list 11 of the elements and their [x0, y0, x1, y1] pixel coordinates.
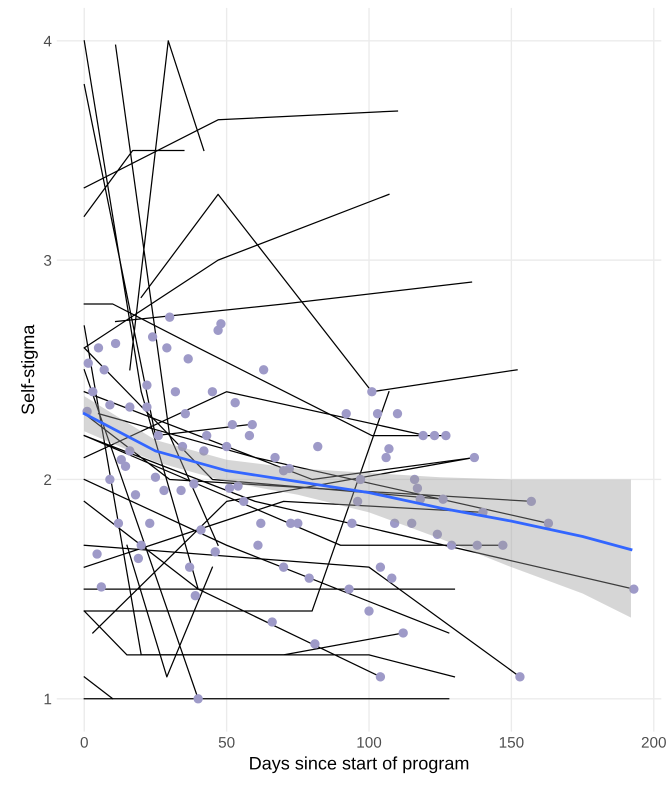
- y-tick-label: 4: [44, 36, 52, 46]
- x-tick-label: 50: [218, 736, 235, 748]
- x-axis-title: Days since start of program: [250, 756, 468, 774]
- x-tick-label: 150: [500, 736, 524, 748]
- x-tick-label: 200: [642, 736, 666, 748]
- y-tick-label: 3: [44, 255, 52, 266]
- y-axis-title: Self-stigma: [21, 324, 38, 414]
- x-tick-label: 0: [80, 736, 88, 748]
- x-tick-label: 100: [357, 736, 382, 748]
- y-tick-label: 2: [44, 474, 52, 485]
- y-tick-label: 1: [44, 694, 52, 704]
